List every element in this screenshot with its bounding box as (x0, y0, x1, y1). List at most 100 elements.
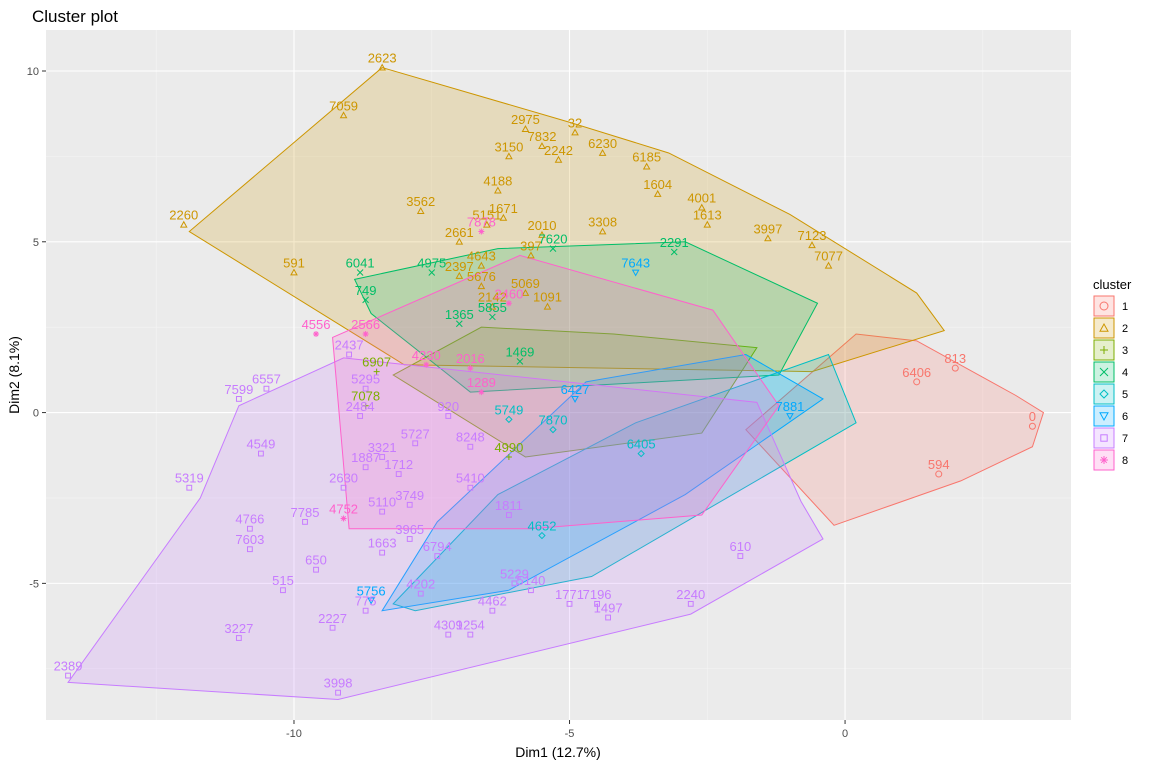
cluster-2-point (538, 142, 546, 150)
cluster-2-point (378, 63, 387, 71)
cluster-7-point (406, 536, 413, 542)
cluster-4-point-label: 2291 (660, 235, 689, 250)
cluster-4-point-label: 5855 (478, 300, 507, 315)
cluster-2-point-label: 3997 (753, 221, 782, 236)
cluster-2-point (527, 251, 535, 259)
x-tick-label: -5 (565, 728, 575, 740)
cluster-2-point (538, 230, 546, 238)
cluster-7-point-label: 775 (355, 594, 377, 609)
cluster-7-point-label: 1254 (456, 618, 485, 633)
y-tick-label: -5 (29, 578, 39, 590)
cluster-7-point-label: 2227 (318, 611, 347, 626)
cluster-1-point (951, 364, 959, 372)
cluster-2-point-label: 1091 (533, 290, 562, 305)
cluster-2-point-label: 5069 (511, 276, 540, 291)
cluster-4-point (356, 269, 364, 276)
cluster-7-point-label: 5140 (516, 573, 545, 588)
cluster-2-point-label: 6185 (632, 150, 661, 165)
cluster-7-point (417, 590, 424, 597)
legend-symbol-3 (1100, 346, 1108, 354)
cluster-8-point-label: 7878 (467, 215, 496, 230)
cluster-2-point (824, 261, 833, 269)
cluster-2-point (455, 237, 464, 245)
cluster-8-point-label: 4230 (412, 348, 441, 363)
y-axis: -5 0 5 10 (27, 66, 46, 590)
cluster-8-point (423, 361, 430, 368)
cluster-7-point-label: 5727 (401, 426, 430, 441)
cluster-7-point (379, 508, 386, 515)
cluster-1-point-label: 594 (928, 457, 950, 472)
cluster-8-point-label: 2566 (351, 317, 380, 332)
cluster-7-point-label: 515 (272, 573, 294, 588)
cluster-7-point-label: 2240 (676, 587, 705, 602)
cluster-2-point-label: 2260 (169, 208, 198, 223)
cluster-6-point-label: 6427 (561, 382, 590, 397)
cluster-7-point-label: 2389 (54, 659, 83, 674)
cluster-7-point (186, 484, 193, 491)
legend-key-5 (1093, 383, 1115, 405)
cluster-3-point (362, 402, 369, 409)
cluster-4-point-label: 749 (355, 283, 377, 298)
cluster-7-point-label: 5410 (456, 471, 485, 486)
cluster-2-point (653, 189, 662, 197)
cluster-7-point (406, 501, 413, 508)
cluster-3-point-label: 6907 (362, 355, 391, 370)
legend-label-6: 6 (1122, 411, 1128, 423)
cluster-7-point (263, 385, 270, 392)
y-tick-label: 10 (27, 66, 39, 78)
legend-key-1 (1093, 295, 1115, 317)
cluster-4-point (489, 313, 496, 321)
cluster-8-point-label: 4556 (302, 317, 331, 332)
cluster-4-point (670, 248, 678, 256)
cluster-2-point-label: 4001 (687, 191, 716, 206)
cluster-2-point (499, 213, 508, 221)
cluster-4-hull (353, 241, 819, 393)
cluster-7-point-label: 4766 (235, 512, 264, 527)
cluster-7-point-label: 1663 (368, 536, 397, 551)
cluster-8-point (467, 365, 474, 372)
cluster-4-point (455, 320, 463, 328)
cluster-7-point-label: 1811 (495, 498, 523, 513)
cluster-6-point (631, 269, 640, 277)
cluster-2-point (598, 148, 607, 156)
cluster-7-point-label: 4462 (478, 594, 507, 609)
cluster-7-point (434, 553, 441, 559)
cluster-5-point (637, 449, 645, 458)
cluster-7-point (467, 443, 474, 450)
cluster-2-point-label: 2397 (445, 259, 474, 274)
cluster-2-point (642, 162, 651, 170)
legend-label-3: 3 (1122, 345, 1128, 357)
cluster-3-point (373, 368, 380, 375)
cluster-7-point (395, 471, 402, 477)
cluster-7-point (594, 600, 600, 607)
cluster-5-point-label: 7870 (539, 413, 568, 428)
cluster-7-point-label: 7599 (224, 382, 253, 397)
cluster-7-point (340, 484, 347, 491)
y-tick-label: 5 (33, 237, 39, 249)
cluster-7-point (528, 587, 534, 594)
cluster-8-point-label: 4752 (329, 501, 358, 516)
cluster-2-point-label: 3562 (406, 194, 435, 209)
cluster-8-point (340, 515, 347, 522)
data-points (65, 63, 1036, 696)
cluster-5-point (538, 531, 546, 540)
minor-gridlines (46, 30, 1071, 720)
cluster-2-point-label: 2661 (445, 225, 474, 240)
cluster-2-point-label: 7123 (798, 228, 827, 243)
cluster-7-point (687, 600, 694, 607)
cluster-7-point-label: 3998 (324, 676, 353, 691)
legend-label-7: 7 (1122, 433, 1128, 445)
cluster-2-point (598, 227, 607, 235)
cluster-7-point (605, 614, 611, 621)
cluster-6-hull (381, 353, 824, 612)
cluster-8-point (362, 331, 369, 338)
cluster-7-point-label: 4202 (406, 577, 435, 592)
cluster-7-point (511, 580, 518, 587)
cluster-4-point (516, 357, 524, 365)
cluster-2-point (703, 220, 712, 228)
cluster-1-point (1028, 422, 1036, 430)
cluster-6-point (786, 413, 794, 421)
cluster-1-point-label: 6406 (902, 365, 931, 380)
cluster-2-point-label: 2242 (544, 143, 573, 158)
